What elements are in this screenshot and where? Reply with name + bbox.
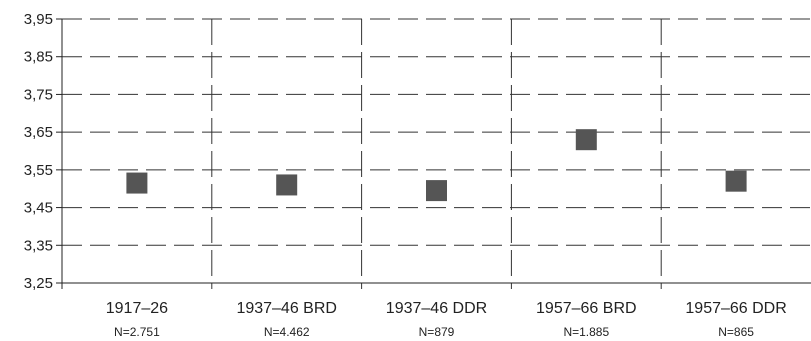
x-category-label: 1917–26 [106, 300, 168, 317]
y-tick-label: 3,25 [24, 275, 53, 292]
y-tick-label: 3,75 [24, 86, 53, 103]
y-tick-label: 3,55 [24, 162, 53, 179]
y-tick-label: 3,95 [24, 11, 53, 28]
data-point-marker [126, 172, 148, 194]
sample-size-label: N=2.751 [114, 325, 160, 339]
y-tick-label: 3,65 [24, 124, 53, 141]
x-category-label: 1937–46 BRD [236, 300, 337, 317]
data-point-marker [725, 170, 747, 192]
y-tick-label: 3,45 [24, 200, 53, 217]
axes [56, 18, 811, 289]
sample-size-label: N=879 [419, 325, 455, 339]
data-markers [126, 129, 747, 202]
y-tick-label: 3,85 [24, 49, 53, 66]
data-point-marker [575, 129, 597, 151]
x-category-labels: 1917–26 N=2.751 1937–46 BRD N=4.462 1937–46 … [106, 300, 787, 339]
x-category-label: 1957–66 BRD [536, 300, 637, 317]
x-category-label: 1957–66 DDR [685, 300, 786, 317]
sample-size-label: N=865 [718, 325, 754, 339]
x-category-label: 1937–46 DDR [386, 300, 487, 317]
y-tick-labels: 3,25 3,35 3,45 3,55 3,65 3,75 3,85 3,95 [24, 11, 53, 292]
grid-lines [62, 18, 811, 289]
data-point-marker [276, 174, 298, 196]
y-tick-label: 3,35 [24, 237, 53, 254]
data-point-marker [426, 180, 447, 202]
sample-size-label: N=4.462 [264, 325, 310, 339]
sample-size-label: N=1.885 [563, 325, 609, 339]
